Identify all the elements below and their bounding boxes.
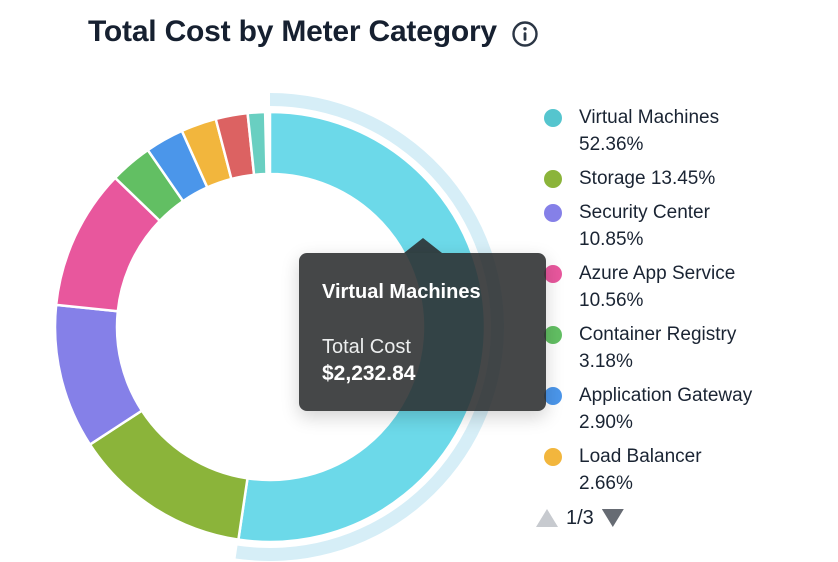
donut-segment-unlabeled-segment-2[interactable] — [246, 110, 268, 177]
legend-label: Virtual Machines 52.36% — [579, 107, 720, 155]
legend-swatch-icon — [544, 387, 562, 405]
page-title: Total Cost by Meter Category — [88, 15, 497, 48]
legend-label: Container Registry 3.18% — [579, 324, 737, 372]
legend-swatch-icon — [544, 265, 562, 283]
legend-label: Load Balancer 2.66% — [579, 446, 702, 490]
tooltip: Virtual Machines Total Cost $2,232.84 — [299, 253, 546, 411]
legend-item-security-center[interactable]: Security Center 10.85% — [542, 199, 830, 253]
tooltip-metric-value: $2,232.84 — [322, 362, 416, 385]
legend-label: Azure App Service 10.56% — [579, 263, 736, 311]
legend-swatch-icon — [544, 326, 562, 344]
tooltip-series-name: Virtual Machines — [322, 281, 481, 303]
legend-pagination: 1/3 — [536, 508, 624, 528]
info-icon[interactable] — [511, 20, 539, 48]
legend-item-storage[interactable]: Storage 13.45% — [542, 165, 830, 192]
legend-label: Security Center 10.85% — [579, 202, 710, 250]
legend-swatch-icon — [544, 170, 562, 188]
legend-item-azure-app-service[interactable]: Azure App Service 10.56% — [542, 260, 830, 314]
header: Total Cost by Meter Category — [88, 14, 539, 50]
legend-item-application-gateway[interactable]: Application Gateway 2.90% — [542, 382, 830, 436]
donut-chart — [53, 93, 504, 561]
legend-swatch-icon — [544, 109, 562, 127]
tooltip-metric-label: Total Cost — [322, 336, 411, 358]
legend-item-load-balancer[interactable]: Load Balancer 2.66% — [542, 443, 830, 490]
legend-label: Storage 13.45% — [579, 168, 716, 189]
legend-item-container-registry[interactable]: Container Registry 3.18% — [542, 321, 830, 375]
legend-page-up-icon[interactable] — [536, 509, 558, 527]
legend-swatch-icon — [544, 204, 562, 222]
legend-label: Application Gateway 2.90% — [579, 385, 753, 433]
legend-item-virtual-machines[interactable]: Virtual Machines 52.36% — [542, 104, 830, 158]
legend-page-down-icon[interactable] — [601, 509, 624, 527]
legend: Virtual Machines 52.36% Storage 13.45% Sec… — [542, 104, 830, 490]
legend-swatch-icon — [544, 448, 562, 466]
legend-page-indicator: 1/3 — [566, 507, 594, 529]
